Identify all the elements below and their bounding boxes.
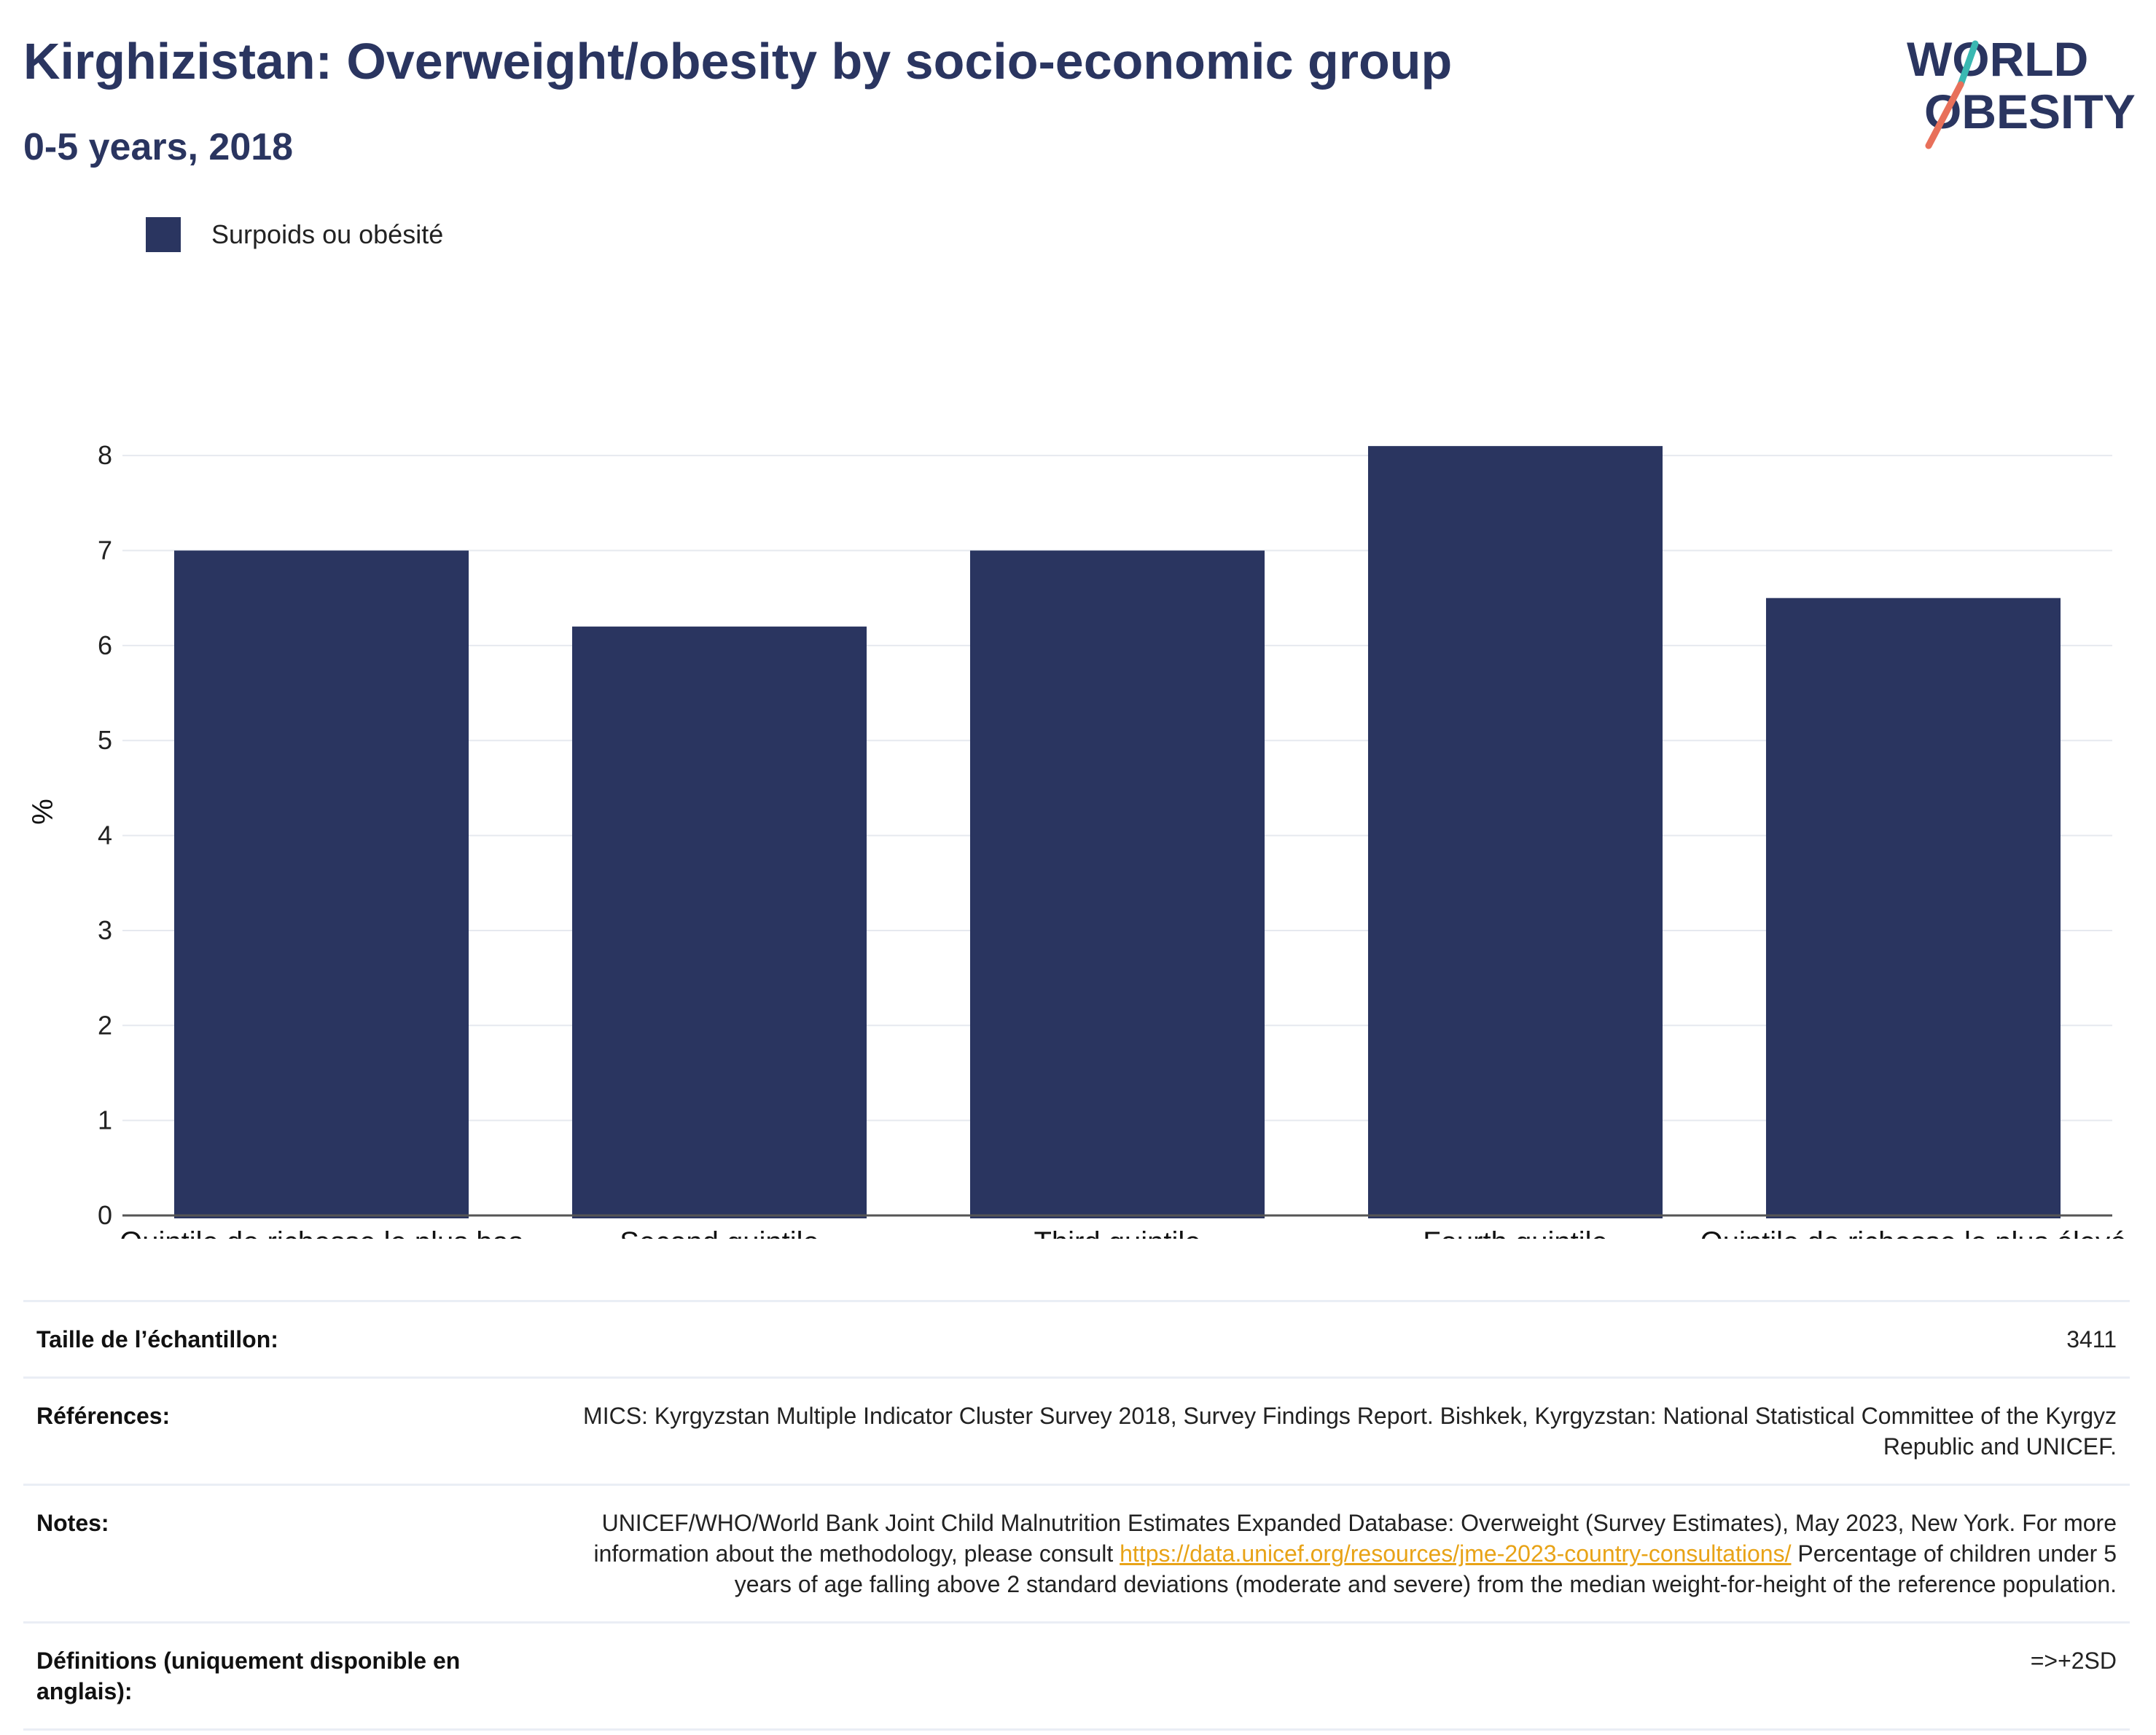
info-row-references: Références: MICS: Kyrgyzstan Multiple In… [23, 1376, 2130, 1484]
legend-label[interactable]: Surpoids ou obésité [211, 219, 444, 249]
bar-chart: 0 1 2 3 4 5 6 7 8 Quintile de richesse le plus ba… [27, 440, 2127, 1239]
info-row-notes: Notes: UNICEF/WHO/World Bank Joint Child… [23, 1484, 2130, 1621]
y-tick-label: 3 [98, 915, 112, 945]
logo-slash-coral [1925, 81, 1964, 149]
y-tick-label: 1 [98, 1105, 112, 1135]
x-tick-label: Quintile de richesse le plus bas [120, 1226, 523, 1239]
y-tick-label: 5 [98, 725, 112, 755]
sample-size-value: 3411 [2066, 1326, 2117, 1352]
chart-subtitle: 0-5 years, 2018 [23, 126, 294, 168]
y-tick-label: 2 [98, 1010, 112, 1040]
logo-slash-teal [1957, 40, 1979, 88]
x-tick-label: Third quintile [1034, 1226, 1200, 1239]
legend: Surpoids ou obésité [146, 217, 443, 252]
bar [173, 550, 469, 1218]
definitions-label: Définitions (uniquement disponible en an… [36, 1648, 461, 1704]
logo-word-1: WORLD [1907, 32, 2088, 86]
y-tick-label: 0 [98, 1200, 112, 1230]
notes-text-1: UNICEF/WHO/World Bank Joint Child Malnut… [593, 1510, 2117, 1567]
bar [969, 550, 1265, 1218]
x-tick-label: Fourth quintile [1423, 1226, 1607, 1239]
notes-text-2: Percentage of children under 5 years of … [734, 1540, 2117, 1597]
world-obesity-logo[interactable]: WORLD OBESITY [1902, 22, 2143, 153]
x-tick-label: Quintile de richesse le plus élevé [1700, 1226, 2127, 1239]
notes-label: Notes: [36, 1510, 109, 1536]
notes-value: UNICEF/WHO/World Bank Joint Child Malnut… [547, 1508, 2117, 1599]
bar [1367, 446, 1663, 1219]
y-tick-label: 8 [98, 440, 112, 470]
bar [571, 626, 867, 1218]
x-tick-label: Second quintile [620, 1226, 819, 1239]
y-axis-label: % [27, 799, 59, 825]
notes-link[interactable]: https://data.unicef.org/resources/jme-20… [1120, 1540, 1792, 1567]
info-table: Taille de l’échantillon: 3411 Références… [23, 1300, 2130, 1731]
references-value: MICS: Kyrgyzstan Multiple Indicator Clus… [583, 1403, 2117, 1460]
legend-swatch[interactable] [146, 217, 181, 252]
bar [1765, 598, 2061, 1218]
sample-size-label: Taille de l’échantillon: [36, 1326, 278, 1352]
info-row-sample: Taille de l’échantillon: 3411 [23, 1300, 2130, 1376]
y-tick-label: 7 [98, 536, 112, 565]
y-tick-label: 6 [98, 630, 112, 660]
definitions-value: =>+2SD [2030, 1648, 2117, 1674]
info-row-definitions: Définitions (uniquement disponible en an… [23, 1621, 2130, 1731]
references-label: Références: [36, 1403, 171, 1429]
y-tick-label: 4 [98, 820, 112, 850]
chart-title: Kirghizistan: Overweight/obesity by soci… [23, 33, 1453, 90]
